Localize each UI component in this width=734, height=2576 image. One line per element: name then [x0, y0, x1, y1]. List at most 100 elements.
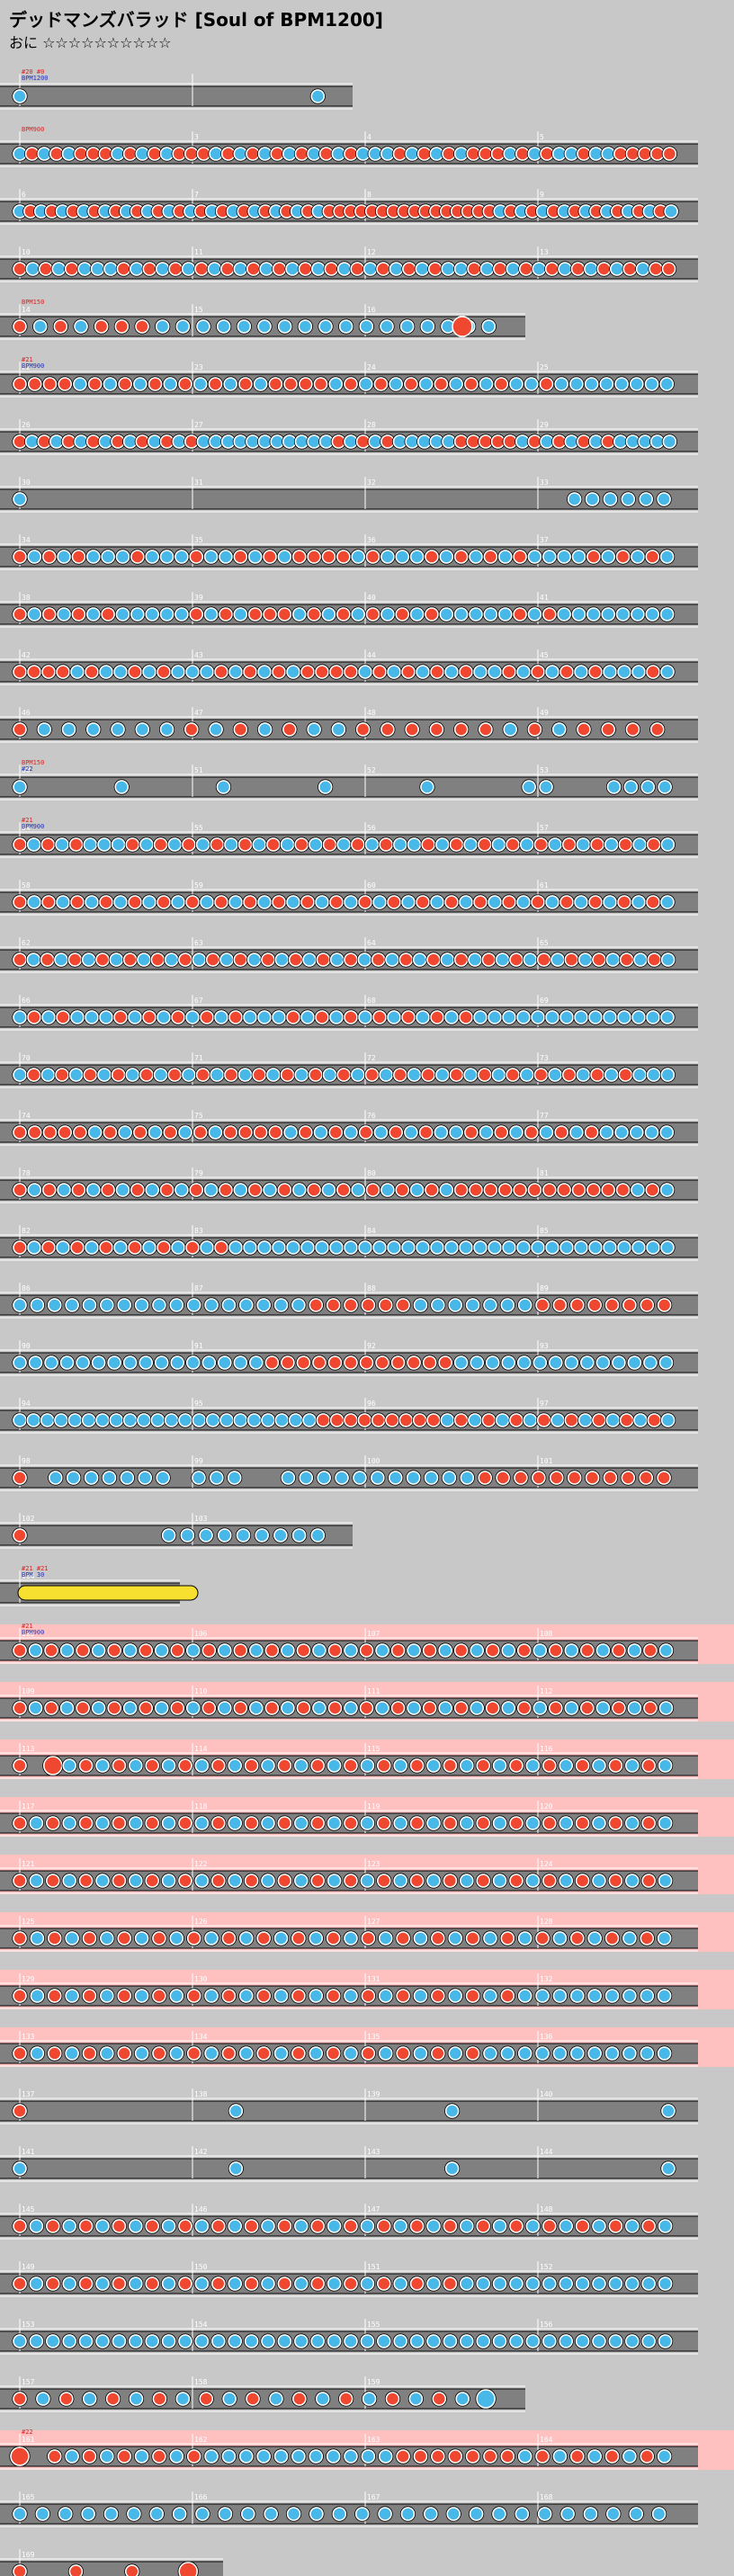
ka-note-outline	[419, 318, 435, 335]
bar-number: 150	[194, 2263, 208, 2271]
ka-note	[95, 1758, 110, 1773]
ka-note	[125, 1068, 140, 1082]
ka-note	[344, 2449, 358, 2464]
ka-note	[576, 837, 591, 852]
ka-note	[95, 2219, 110, 2233]
ka-note-outline	[168, 1930, 184, 1946]
ka-note	[460, 2219, 474, 2233]
ka-note-outline	[263, 2506, 279, 2522]
don-note	[135, 319, 149, 334]
bar-number: 122	[194, 1860, 208, 1868]
ka-note	[192, 1471, 206, 1485]
don-note-outline	[169, 1642, 185, 1659]
don-note	[327, 1643, 343, 1658]
ka-note-outline	[604, 1988, 621, 2004]
don-note	[657, 1471, 671, 1485]
don-note	[483, 550, 498, 564]
don-note-outline	[576, 721, 592, 738]
ka-note	[502, 1010, 516, 1024]
ka-note	[335, 1471, 349, 1485]
ka-note-outline	[491, 2506, 507, 2522]
don-note-outline	[232, 1642, 248, 1659]
don-note-outline	[255, 1930, 272, 1946]
ka-note	[502, 1240, 516, 1255]
don-note	[531, 895, 545, 909]
ka-note	[332, 2507, 347, 2521]
don-note-outline	[482, 2448, 498, 2464]
ka-note	[310, 1528, 326, 1543]
don-note-outline	[453, 1642, 470, 1659]
ka-note-outline	[468, 2506, 485, 2522]
don-note	[535, 1931, 550, 1945]
don-note	[453, 1413, 469, 1427]
don-note	[364, 1068, 380, 1082]
don-note	[246, 147, 260, 161]
don-note	[13, 2276, 27, 2291]
don-note-outline	[360, 2045, 376, 2062]
don-note	[205, 953, 220, 967]
don-note	[24, 147, 40, 161]
don-note	[465, 1931, 480, 1945]
don-note	[432, 2392, 447, 2406]
ka-note-outline	[91, 1642, 107, 1659]
don-note	[621, 1471, 636, 1485]
don-note	[86, 147, 101, 161]
ka-note	[62, 1874, 76, 1888]
don-note	[509, 1413, 524, 1427]
ka-note	[26, 837, 41, 852]
ka-note	[473, 1240, 488, 1255]
ka-note-outline	[122, 1355, 139, 1371]
don-note-outline	[526, 721, 543, 738]
don-note-outline	[291, 1930, 307, 1946]
ka-note-outline	[622, 1930, 638, 1946]
bar-number: 158	[194, 2378, 208, 2386]
ka-note-outline	[238, 1930, 255, 1946]
ka-note	[277, 2334, 292, 2348]
ka-note	[495, 1413, 510, 1427]
ka-note	[74, 319, 88, 334]
bar-number: 86	[22, 1284, 31, 1292]
ka-note	[387, 1010, 401, 1024]
ka-note-outline	[661, 434, 677, 450]
ka-note	[261, 1816, 275, 1830]
ka-note-outline	[111, 2333, 127, 2349]
bar-number: 153	[22, 2321, 35, 2329]
don-note	[430, 1010, 444, 1024]
ka-note-outline	[98, 1009, 114, 1025]
don-note	[159, 1183, 175, 1197]
ka-note-outline	[524, 2276, 542, 2292]
don-note-outline	[184, 721, 200, 738]
don-note	[500, 2449, 515, 2464]
ka-note-outline	[81, 1297, 98, 1313]
ka-note-outline	[542, 2276, 558, 2292]
ka-note	[388, 1471, 403, 1485]
ka-note	[76, 1355, 90, 1370]
ka-note-outline	[75, 1355, 91, 1371]
don-note-outline	[530, 894, 546, 910]
don-note	[142, 1010, 157, 1024]
ka-note	[545, 895, 559, 909]
don-note	[401, 665, 416, 679]
ka-note-outline	[260, 2333, 276, 2349]
ka-note-outline	[161, 1758, 177, 1774]
ka-note	[74, 434, 88, 449]
don-note	[71, 1183, 86, 1197]
don-note	[296, 1643, 311, 1658]
ka-note-outline	[238, 1297, 255, 1313]
don-note	[479, 722, 493, 737]
ka-note	[114, 780, 129, 794]
ka-note	[587, 1931, 602, 1945]
don-note	[618, 837, 633, 852]
ka-note	[277, 319, 292, 334]
bar-number: 137	[22, 2090, 35, 2098]
ka-note	[228, 1816, 242, 1830]
don-note-outline	[639, 2448, 655, 2464]
ka-note	[551, 722, 567, 737]
ka-note	[161, 2276, 176, 2291]
don-note	[465, 2046, 480, 2061]
ka-note	[603, 895, 617, 909]
ka-note	[272, 1010, 286, 1024]
ka-note-outline	[179, 1527, 195, 1543]
don-note-outline	[586, 1297, 603, 1313]
ka-note	[492, 2219, 507, 2233]
